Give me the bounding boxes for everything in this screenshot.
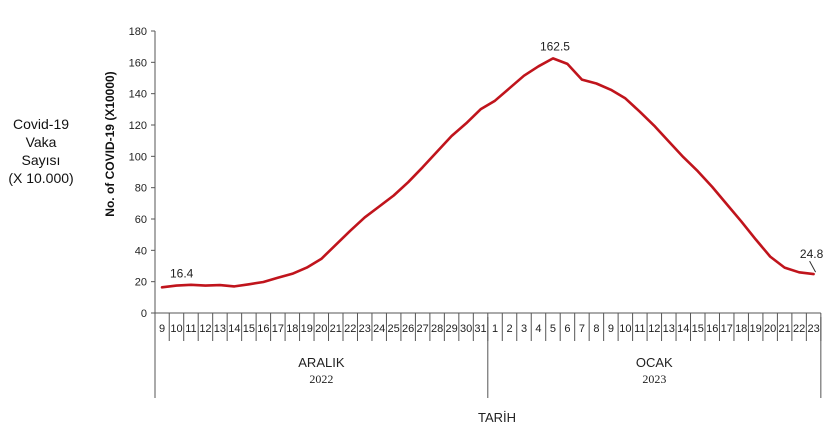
y-tick-label: 40 [135, 245, 147, 257]
x-tick-label: 13 [663, 323, 675, 335]
x-tick-label: 12 [648, 323, 660, 335]
y-axis-title: No. of COVID-19 (X10000) [103, 71, 117, 216]
x-tick-label: 19 [301, 323, 313, 335]
x-group-month-label: OCAK [636, 355, 673, 370]
side-axis-label: Covid-19 Vaka Sayısı (X 10.000) [6, 115, 76, 187]
y-tick-label: 120 [129, 120, 147, 132]
y-tick-label: 60 [135, 214, 147, 226]
x-tick-label: 10 [170, 323, 182, 335]
side-label-line2: Vaka [25, 134, 57, 150]
x-tick-label: 5 [550, 323, 556, 335]
x-tick-label: 1 [492, 323, 498, 335]
side-label-line4: (X 10.000) [8, 170, 74, 186]
x-tick-label: 29 [445, 323, 457, 335]
x-tick-label: 13 [214, 323, 226, 335]
x-tick-label: 30 [460, 323, 472, 335]
x-tick-label: 10 [619, 323, 631, 335]
x-tick-label: 11 [185, 323, 196, 335]
x-tick-label: 8 [593, 323, 599, 335]
y-tick-label: 100 [129, 151, 147, 163]
y-tick-label: 140 [129, 89, 147, 101]
x-axis: 9 10 11 12 13 14 15 16 17 18 19 20 21 22 23 24 25 26 27 28 2… [154, 312, 822, 398]
x-tick-label: 25 [388, 323, 400, 335]
y-tick-label: 0 [141, 308, 147, 320]
x-tick-label: 12 [199, 323, 211, 335]
x-tick-label: 11 [634, 323, 645, 335]
series-line [160, 57, 815, 289]
x-tick-label: 9 [608, 323, 614, 335]
y-tick-label: 80 [135, 183, 147, 195]
x-tick-label: 17 [721, 323, 733, 335]
x-tick-label: 7 [579, 323, 585, 335]
x-tick-label: 22 [344, 323, 356, 335]
x-tick-label: 23 [359, 323, 371, 335]
y-tick-label: 20 [135, 277, 147, 289]
x-tick-label: 26 [402, 323, 414, 335]
x-tick-label: 24 [373, 323, 385, 335]
x-tick-label: 21 [779, 323, 791, 335]
side-label-line1: Covid-19 [12, 116, 70, 132]
x-tick-label: 15 [692, 323, 704, 335]
x-tick-label: 21 [330, 323, 342, 335]
x-tick-label: 23 [807, 323, 819, 335]
data-label: 16.4 [170, 266, 194, 280]
plot-area: 16.4 162.5 24.8 [160, 39, 824, 289]
x-tick-label: 15 [243, 323, 255, 335]
x-tick-label: 16 [257, 323, 269, 335]
data-label: 24.8 [800, 247, 824, 261]
y-tick-label: 160 [129, 57, 147, 69]
x-tick-label: 14 [677, 323, 689, 335]
x-tick-label: 17 [272, 323, 284, 335]
x-tick-label: 3 [521, 323, 527, 335]
x-tick-label: 20 [764, 323, 776, 335]
data-label-leader [809, 260, 817, 273]
x-group-year-label: 2022 [309, 372, 333, 386]
y-axis: 0 20 40 60 80 100 120 140 160 180 [129, 26, 156, 320]
x-tick-label: 19 [750, 323, 762, 335]
x-tick-label: 31 [474, 323, 486, 335]
x-tick-label: 9 [159, 323, 165, 335]
x-tick-label: 28 [431, 323, 443, 335]
x-axis-title: TARİH [478, 410, 516, 425]
x-tick-label: 18 [286, 323, 298, 335]
x-group-year-label: 2023 [642, 372, 666, 386]
x-tick-label: 6 [564, 323, 570, 335]
x-tick-label: 22 [793, 323, 805, 335]
x-tick-label: 18 [735, 323, 747, 335]
x-tick-label: 2 [506, 323, 512, 335]
x-tick-label: 14 [228, 323, 240, 335]
x-group-month-label: ARALIK [298, 355, 345, 370]
x-tick-label: 16 [706, 323, 718, 335]
side-label-line3: Sayısı [21, 152, 61, 168]
x-tick-label: 4 [535, 323, 541, 335]
x-tick-label: 27 [417, 323, 429, 335]
y-tick-label: 180 [129, 26, 147, 38]
data-label: 162.5 [540, 39, 570, 53]
x-tick-label: 20 [315, 323, 327, 335]
